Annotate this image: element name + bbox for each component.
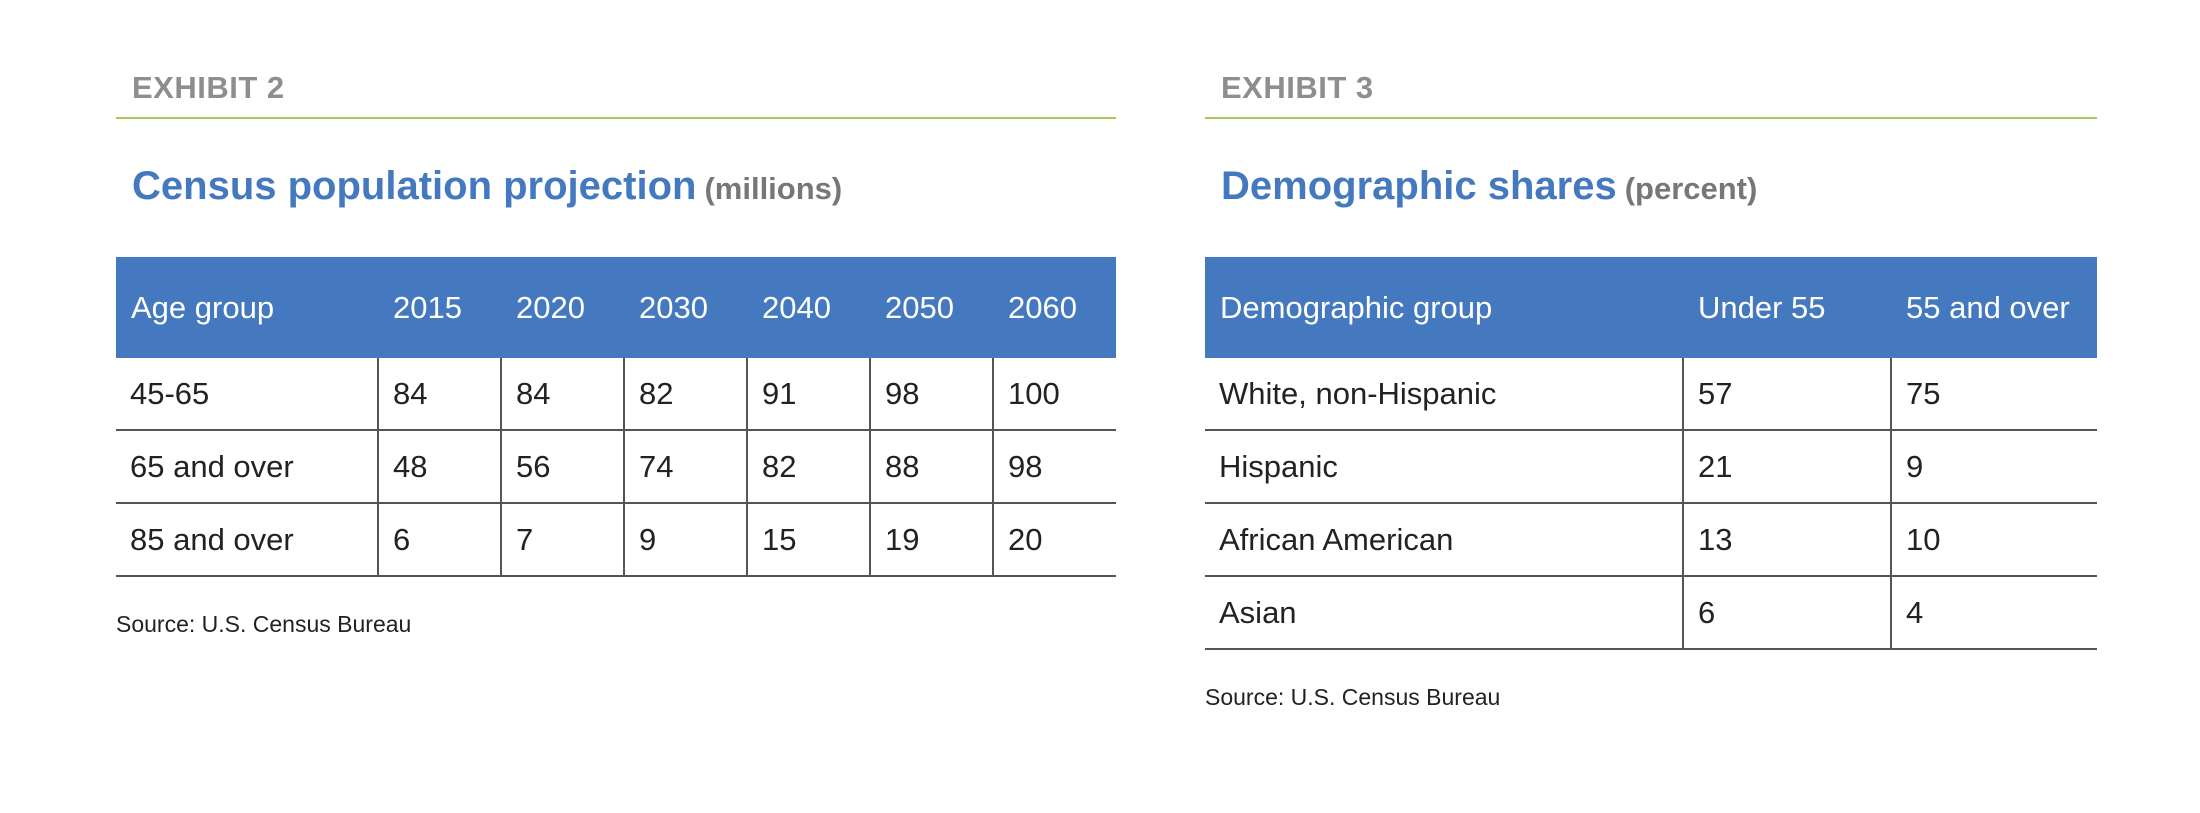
value-cell: 48: [377, 430, 501, 504]
value-cell: 91: [746, 358, 870, 431]
value-cell: 15: [746, 503, 870, 577]
exhibit-label: EXHIBIT 2: [132, 70, 285, 105]
row-label-cell: 65 and over: [116, 430, 378, 504]
table-title-block: Census population projection (millions): [132, 166, 842, 206]
value-cell: 82: [623, 358, 747, 431]
row-label-cell: African American: [1205, 503, 1683, 577]
value-cell: 82: [746, 430, 870, 504]
value-cell: 21: [1682, 430, 1891, 504]
column-header: 2040: [747, 257, 870, 358]
value-cell: 84: [377, 358, 501, 431]
value-cell: 6: [377, 503, 501, 577]
source-note: Source: U.S. Census Bureau: [116, 611, 412, 637]
row-label-cell: Asian: [1205, 576, 1683, 650]
table-header-row: Age group 2015 2020 2030 2040 2050 2060: [116, 257, 1116, 358]
value-cell: 88: [869, 430, 993, 504]
table-row: White, non-Hispanic 57 75: [1205, 358, 2097, 431]
value-cell: 57: [1682, 358, 1891, 431]
table-unit: (percent): [1624, 171, 1758, 206]
column-header: 2015: [378, 257, 501, 358]
source-note: Source: U.S. Census Bureau: [1205, 684, 1501, 710]
table-title: Demographic shares: [1221, 164, 1617, 208]
population-projection-table: Age group 2015 2020 2030 2040 2050 2060 …: [116, 257, 1116, 577]
row-label-cell: White, non-Hispanic: [1205, 358, 1683, 431]
value-cell: 84: [500, 358, 624, 431]
table-title-block: Demographic shares (percent): [1221, 166, 1757, 206]
table-row: Hispanic 21 9: [1205, 430, 2097, 504]
exhibit-label: EXHIBIT 3: [1221, 70, 1374, 105]
value-cell: 19: [869, 503, 993, 577]
table-row: 65 and over 48 56 74 82 88 98: [116, 430, 1116, 504]
value-cell: 75: [1890, 358, 2097, 431]
table-row: 45-65 84 84 82 91 98 100: [116, 358, 1116, 431]
table-row: 85 and over 6 7 9 15 19 20: [116, 503, 1116, 577]
value-cell: 10: [1890, 503, 2097, 577]
value-cell: 56: [500, 430, 624, 504]
row-label-cell: 85 and over: [116, 503, 378, 577]
value-cell: 13: [1682, 503, 1891, 577]
exhibit-divider: [116, 117, 1116, 119]
value-cell: 74: [623, 430, 747, 504]
column-header: Demographic group: [1205, 257, 1683, 358]
column-header: Under 55: [1683, 257, 1891, 358]
column-header: Age group: [116, 257, 378, 358]
value-cell: 98: [992, 430, 1116, 504]
value-cell: 4: [1890, 576, 2097, 650]
table-row: Asian 6 4: [1205, 576, 2097, 650]
value-cell: 6: [1682, 576, 1891, 650]
row-label-cell: 45-65: [116, 358, 378, 431]
table-title: Census population projection: [132, 164, 697, 208]
value-cell: 7: [500, 503, 624, 577]
column-header: 2030: [624, 257, 747, 358]
value-cell: 9: [1890, 430, 2097, 504]
value-cell: 20: [992, 503, 1116, 577]
exhibit-divider: [1205, 117, 2097, 119]
value-cell: 100: [992, 358, 1116, 431]
value-cell: 9: [623, 503, 747, 577]
table-unit: (millions): [704, 171, 843, 206]
column-header: 2050: [870, 257, 993, 358]
table-header-row: Demographic group Under 55 55 and over: [1205, 257, 2097, 358]
row-label-cell: Hispanic: [1205, 430, 1683, 504]
table-row: African American 13 10: [1205, 503, 2097, 577]
demographic-shares-table: Demographic group Under 55 55 and over W…: [1205, 257, 2097, 650]
column-header: 55 and over: [1891, 257, 2097, 358]
column-header: 2020: [501, 257, 624, 358]
column-header: 2060: [993, 257, 1116, 358]
value-cell: 98: [869, 358, 993, 431]
